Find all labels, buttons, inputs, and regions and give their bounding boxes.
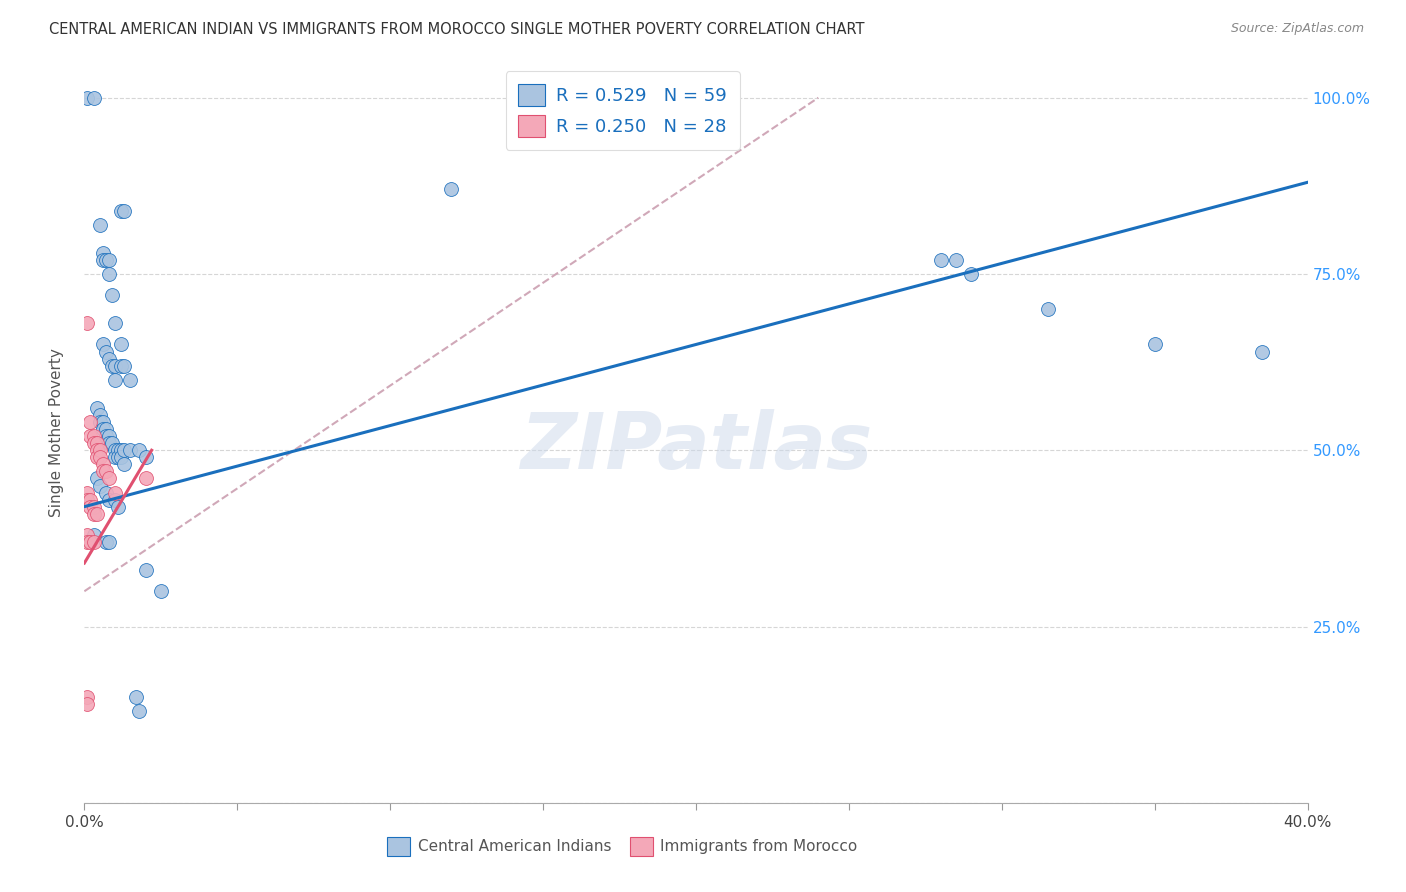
Point — [83, 535, 105, 549]
Point — [120, 373, 142, 387]
Point — [83, 507, 105, 521]
Point — [86, 471, 108, 485]
Point — [97, 471, 120, 485]
Point — [578, 91, 600, 105]
Point — [89, 218, 111, 232]
Point — [86, 443, 108, 458]
Point — [91, 252, 114, 267]
Point — [86, 401, 108, 415]
Point — [110, 203, 132, 218]
Point — [135, 450, 157, 465]
Point — [79, 500, 101, 514]
Point — [83, 500, 105, 514]
Point — [112, 203, 135, 218]
Point — [104, 359, 127, 373]
Point — [125, 690, 148, 704]
Point — [76, 91, 98, 105]
Point — [104, 316, 127, 330]
Point — [79, 415, 101, 429]
Point — [79, 492, 101, 507]
Point — [94, 464, 117, 478]
Point — [94, 535, 117, 549]
Point — [104, 443, 127, 458]
Text: ZIPatlas: ZIPatlas — [520, 409, 872, 485]
Point — [97, 252, 120, 267]
Point — [89, 408, 111, 422]
Point — [112, 443, 135, 458]
Point — [149, 584, 172, 599]
Point — [112, 458, 135, 472]
Point — [110, 450, 132, 465]
Point — [104, 492, 127, 507]
Point — [94, 422, 117, 436]
Point — [110, 337, 132, 351]
Point — [91, 337, 114, 351]
Point — [960, 267, 983, 281]
Point — [107, 500, 129, 514]
Point — [91, 415, 114, 429]
Point — [94, 344, 117, 359]
Point — [128, 704, 150, 718]
Point — [83, 436, 105, 450]
Point — [609, 91, 631, 105]
Point — [86, 507, 108, 521]
Point — [112, 359, 135, 373]
Point — [94, 485, 117, 500]
Point — [101, 359, 124, 373]
Point — [97, 351, 120, 366]
Point — [91, 458, 114, 472]
Point — [104, 373, 127, 387]
Point — [128, 443, 150, 458]
Point — [76, 528, 98, 542]
Point — [76, 316, 98, 330]
Point — [97, 535, 120, 549]
Point — [83, 91, 105, 105]
Point — [440, 182, 463, 196]
Point — [89, 443, 111, 458]
Point — [83, 528, 105, 542]
Point — [94, 252, 117, 267]
Point — [97, 436, 120, 450]
Point — [86, 436, 108, 450]
Point — [83, 429, 105, 443]
Point — [79, 429, 101, 443]
Point — [110, 359, 132, 373]
Point — [79, 535, 101, 549]
Point — [76, 697, 98, 711]
Point — [91, 245, 114, 260]
Point — [76, 690, 98, 704]
Point — [135, 471, 157, 485]
Point — [101, 436, 124, 450]
Point — [110, 443, 132, 458]
Point — [104, 485, 127, 500]
Text: Source: ZipAtlas.com: Source: ZipAtlas.com — [1230, 22, 1364, 36]
Point — [120, 443, 142, 458]
Point — [107, 450, 129, 465]
Point — [97, 492, 120, 507]
Y-axis label: Single Mother Poverty: Single Mother Poverty — [49, 348, 63, 517]
Point — [135, 563, 157, 577]
Point — [91, 422, 114, 436]
Point — [97, 429, 120, 443]
Point — [1036, 302, 1059, 317]
Point — [76, 492, 98, 507]
Point — [89, 450, 111, 465]
Point — [86, 450, 108, 465]
Point — [76, 485, 98, 500]
Legend: Central American Indians, Immigrants from Morocco: Central American Indians, Immigrants fro… — [381, 831, 863, 862]
Point — [101, 288, 124, 302]
Point — [1143, 337, 1166, 351]
Point — [945, 252, 967, 267]
Point — [1250, 344, 1272, 359]
Point — [97, 267, 120, 281]
Point — [91, 464, 114, 478]
Point — [94, 429, 117, 443]
Point — [76, 535, 98, 549]
Point — [89, 478, 111, 492]
Text: CENTRAL AMERICAN INDIAN VS IMMIGRANTS FROM MOROCCO SINGLE MOTHER POVERTY CORRELA: CENTRAL AMERICAN INDIAN VS IMMIGRANTS FR… — [49, 22, 865, 37]
Point — [104, 450, 127, 465]
Point — [107, 443, 129, 458]
Point — [89, 415, 111, 429]
Point — [929, 252, 952, 267]
